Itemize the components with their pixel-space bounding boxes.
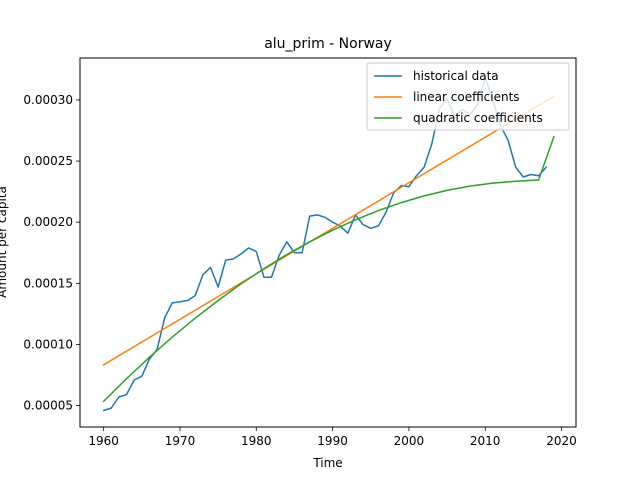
y-tick-label: 0.00030 <box>23 93 73 107</box>
x-tick-label: 2020 <box>546 434 577 448</box>
chart-title: alu_prim - Norway <box>264 36 392 52</box>
x-axis-ticks: 1960 1970 1980 1990 2000 2010 2020 <box>88 427 577 448</box>
x-tick-label: 1960 <box>88 434 119 448</box>
series-line-3 <box>102 135 555 403</box>
y-tick-label: 0.00010 <box>23 337 73 351</box>
y-tick-label: 0.00015 <box>23 276 73 290</box>
x-axis-label: Time <box>312 456 342 470</box>
y-tick-label: 0.00020 <box>23 215 73 229</box>
x-tick-label: 1970 <box>165 434 196 448</box>
legend: historical data linear coefficients quadra… <box>366 62 570 131</box>
y-tick-label: 0.00025 <box>23 154 73 168</box>
legend-label-2: linear coefficients <box>413 90 520 104</box>
x-tick-label: 2010 <box>470 434 501 448</box>
y-tick-label: 0.00005 <box>23 399 73 413</box>
x-tick-label: 1990 <box>317 434 348 448</box>
legend-label-1: historical data <box>413 69 499 83</box>
x-tick-label: 1980 <box>241 434 272 448</box>
series-line-2 <box>102 95 555 366</box>
y-axis-ticks: 0.00005 0.00010 0.00015 0.00020 0.00025 0.000… <box>23 93 80 413</box>
y-axis-label: Amount per capita <box>0 186 9 298</box>
x-tick-label: 2000 <box>394 434 425 448</box>
plot-frame <box>79 57 577 428</box>
legend-box <box>366 62 570 131</box>
legend-label-3: quadratic coefficients <box>413 111 543 125</box>
